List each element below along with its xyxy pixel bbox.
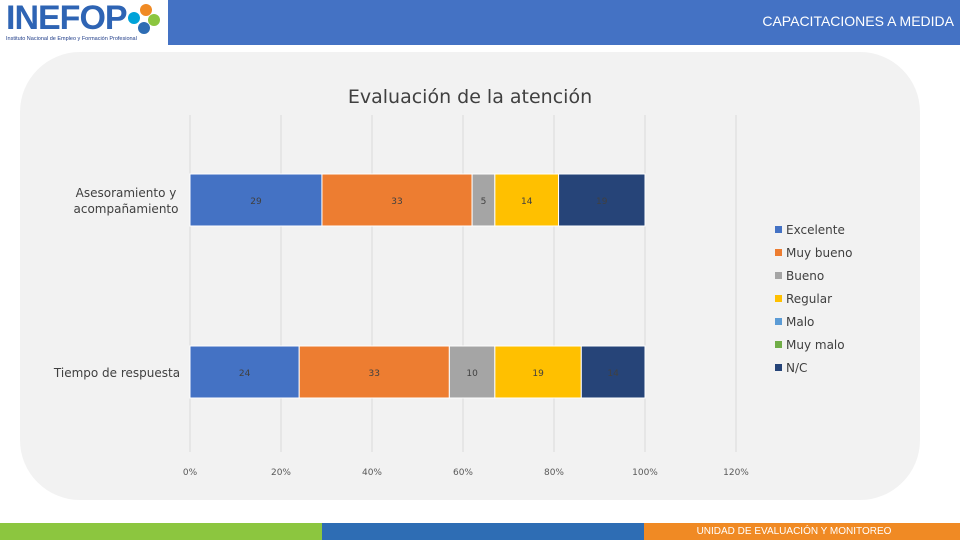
data-label: 24 [239,369,251,379]
legend-label: Regular [786,291,833,306]
legend-swatch [775,295,782,302]
legend-label: Muy bueno [786,245,853,260]
footer-bar-orange [644,523,960,540]
bar-segment [321,173,473,227]
legend-item: Bueno [775,264,852,287]
bar-segment [189,173,323,227]
footer-bar-blue [322,523,644,540]
bar-segment [580,345,646,399]
x-tick-label: 80% [544,468,564,478]
legend-item: Malo [775,310,852,333]
category-label-0: Asesoramiento y acompañamiento [73,186,179,216]
legend-item: Muy malo [775,333,852,356]
data-label: 19 [596,197,608,207]
x-tick-label: 100% [632,468,658,478]
data-label: 14 [521,197,533,207]
category-label-1: Tiempo de respuesta [53,366,181,380]
legend-label: Muy malo [786,337,845,352]
x-tick-label: 20% [271,468,291,478]
data-label: 19 [532,369,544,379]
x-tick-label: 60% [453,468,473,478]
legend: Excelente Muy bueno Bueno Regular Malo Muy ma… [775,218,852,379]
logo-text: INEFOP [6,0,128,37]
footer-bar-green [0,523,322,540]
data-label: 33 [369,369,380,379]
logo: INEFOP Instituto Nacional de Empleo y Fo… [0,0,168,45]
legend-item: Regular [775,287,852,310]
legend-swatch [775,272,782,279]
legend-item: Muy bueno [775,241,852,264]
legend-swatch [775,318,782,325]
logo-mark-icon [128,4,160,34]
data-label: 10 [466,369,478,379]
bar-segment [448,345,496,399]
chart-panel: Evaluación de la atención [20,52,920,500]
x-tick-label: 40% [362,468,382,478]
data-label: 5 [481,197,487,207]
bar-segment [298,345,450,399]
data-label: 33 [391,197,402,207]
footer-text: UNIDAD DE EVALUACIÓN Y MONITOREO [696,526,892,537]
data-label: 29 [250,197,262,207]
bar-segment [558,173,646,227]
header-bar: INEFOP Instituto Nacional de Empleo y Fo… [0,0,960,45]
bar-segment [189,345,300,399]
bar-segment [494,173,560,227]
legend-label: Malo [786,314,815,329]
data-label: 14 [607,369,619,379]
bar-segment [494,345,582,399]
legend-swatch [775,249,782,256]
legend-item: N/C [775,356,852,379]
legend-swatch [775,226,782,233]
x-tick-label: 0% [183,468,198,478]
header-title: CAPACITACIONES A MEDIDA [762,13,954,29]
legend-label: Excelente [786,222,845,237]
legend-label: Bueno [786,268,825,283]
x-tick-label: 120% [723,468,749,478]
legend-item: Excelente [775,218,852,241]
legend-label: N/C [786,360,808,375]
legend-swatch [775,364,782,371]
legend-swatch [775,341,782,348]
logo-subtitle: Instituto Nacional de Empleo y Formación… [6,36,137,42]
chart-title: Evaluación de la atención [347,86,593,108]
